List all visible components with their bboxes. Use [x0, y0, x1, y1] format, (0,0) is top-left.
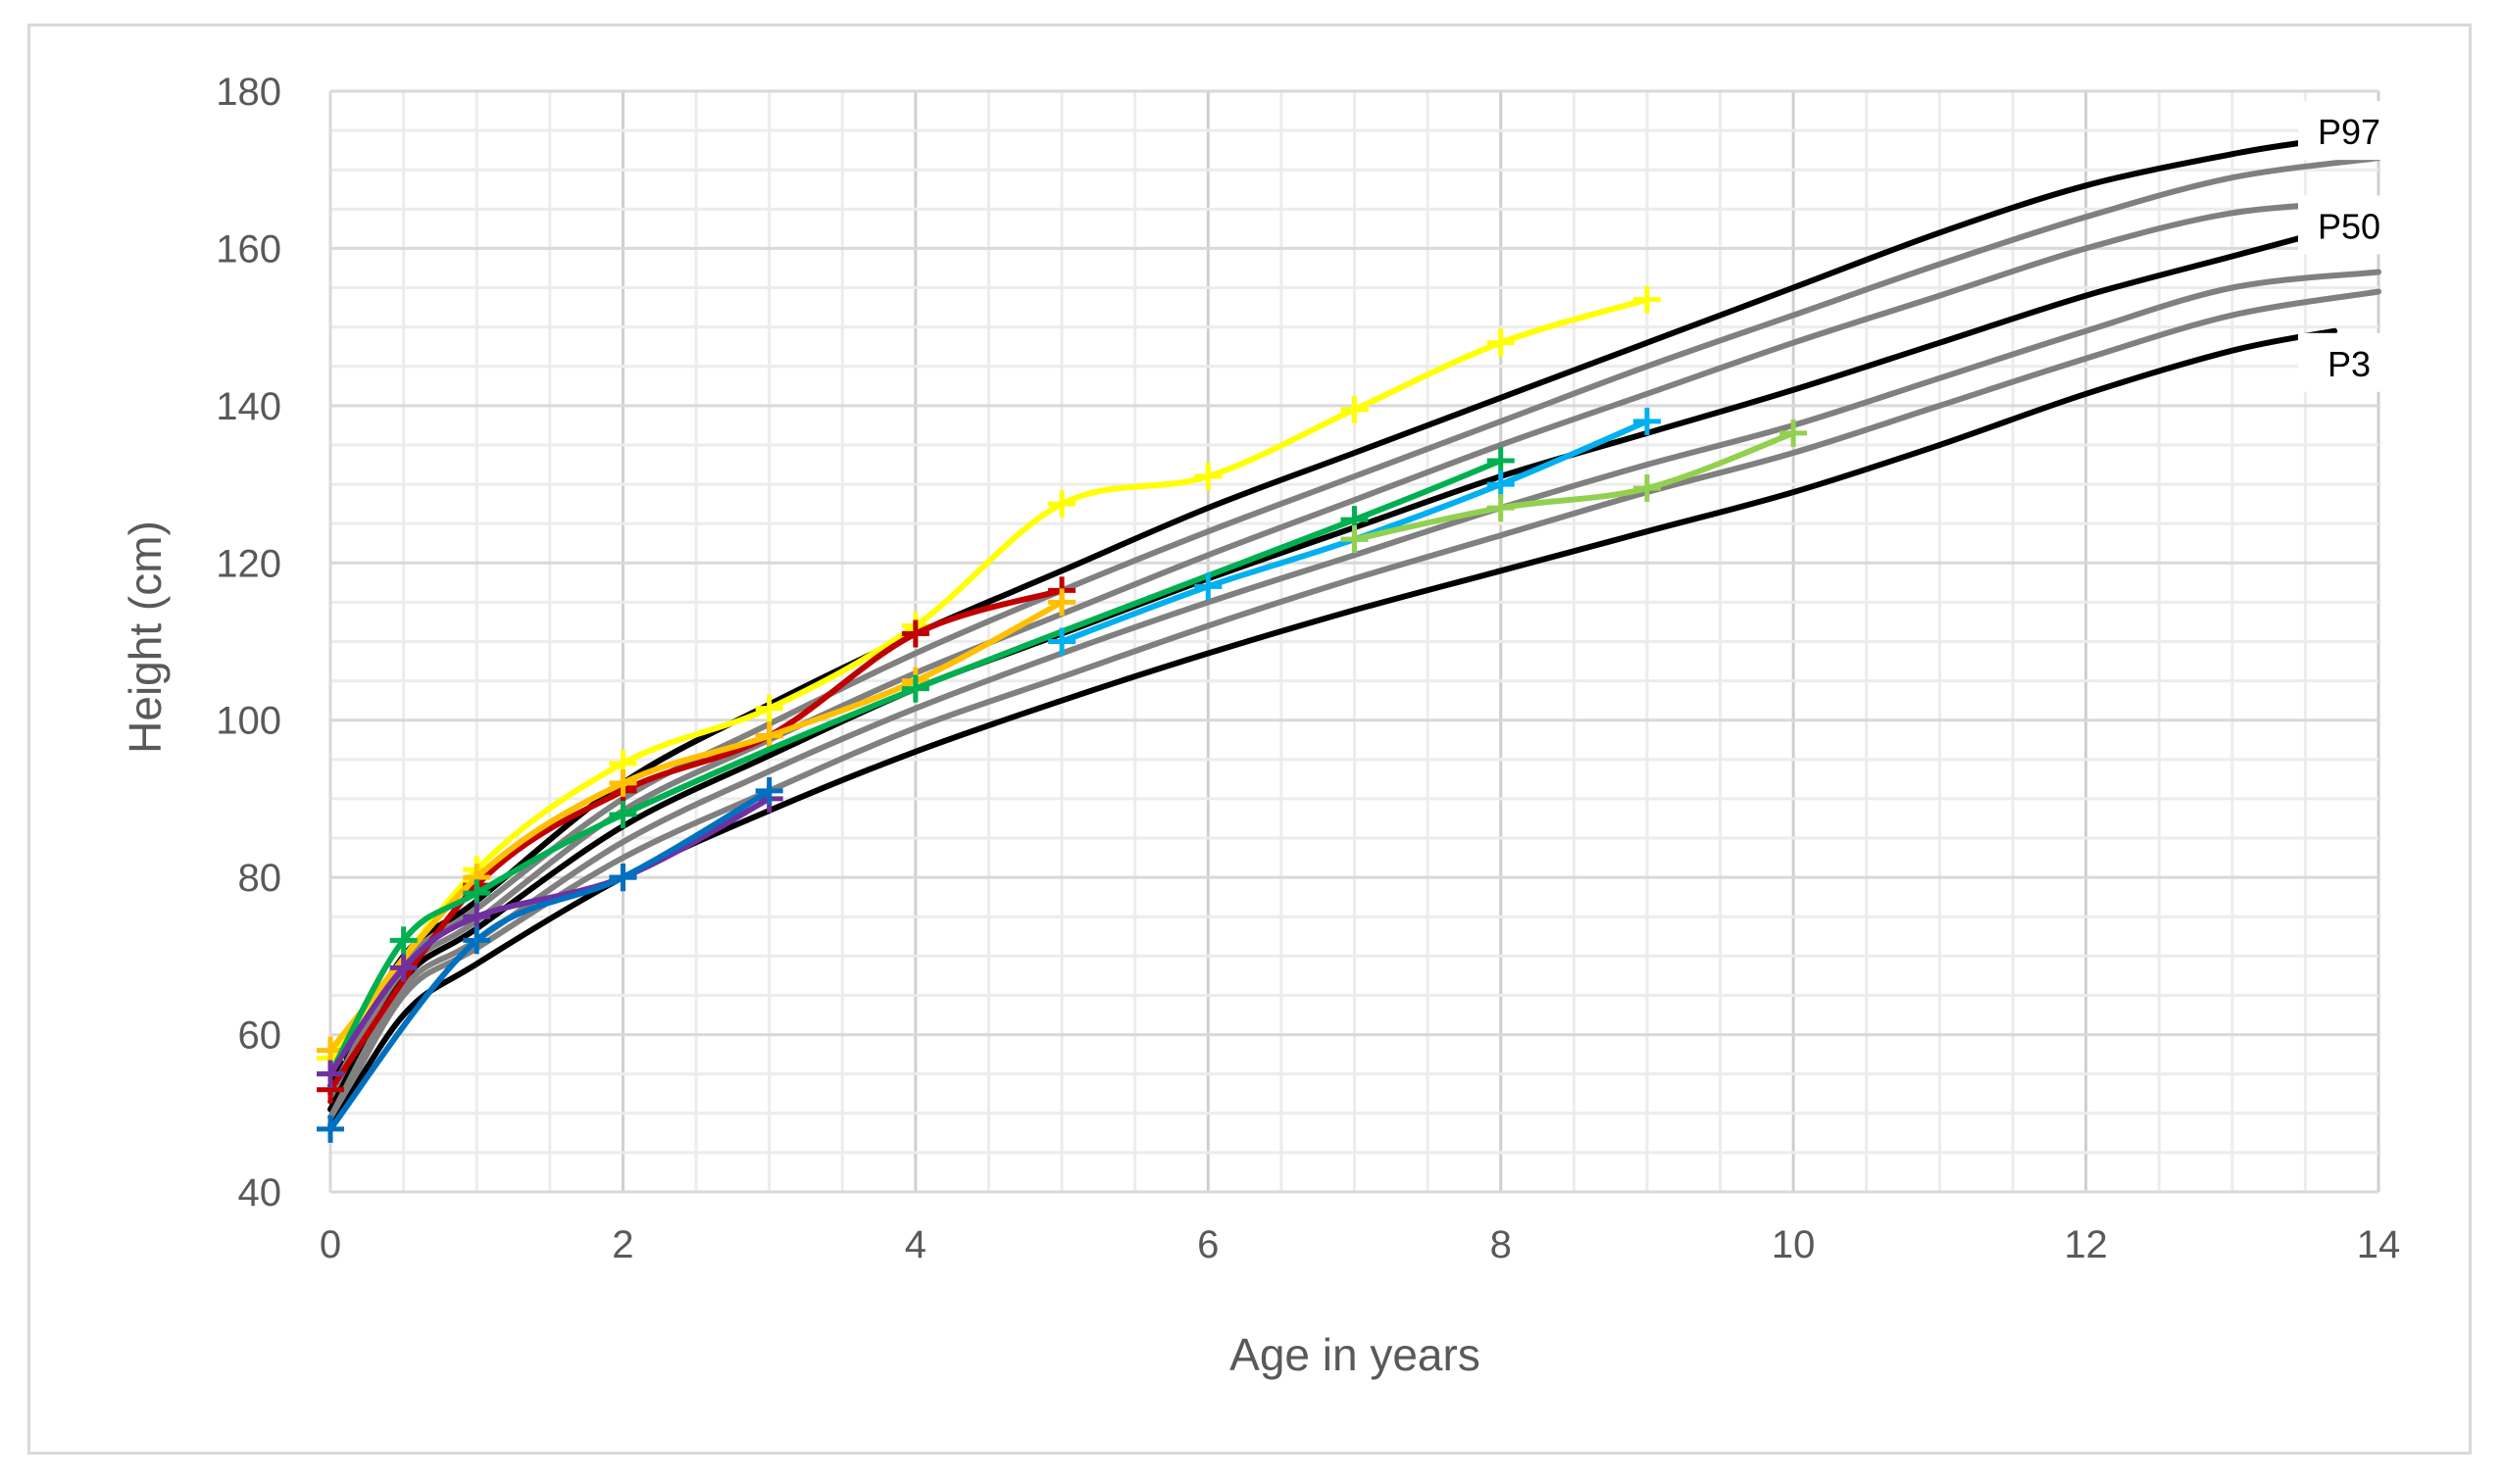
data-point-green [609, 800, 637, 828]
percentile-curve-p25 [327, 269, 2381, 1120]
data-point-blue [609, 864, 637, 892]
data-point-blue [463, 926, 491, 955]
data-point-orange [755, 721, 783, 750]
percentile-label: P97 [2318, 112, 2380, 152]
y-tick-label: 100 [216, 700, 281, 743]
data-point-green [1486, 447, 1515, 475]
data-point-light-blue [1194, 572, 1223, 601]
x-tick-label: 14 [2357, 1223, 2401, 1266]
data-point-red [901, 619, 929, 648]
data-point-purple [317, 1060, 344, 1088]
x-tick-label: 12 [2064, 1223, 2108, 1266]
y-tick-label: 180 [216, 71, 281, 114]
data-point-light-blue [1048, 627, 1076, 656]
data-point-yellow [755, 694, 783, 722]
percentile-curve-p50 [327, 233, 2309, 1113]
x-tick-label: 2 [612, 1223, 633, 1266]
data-point-purple [463, 903, 491, 931]
chart-grid [328, 89, 2380, 1194]
series-line-orange [327, 599, 1066, 1054]
chart-axes: 0 2 4 6 8 10 12 14 40 60 80 100 120 140 160 180 [216, 71, 2400, 1266]
series-line-purple [327, 795, 773, 1077]
y-tick-label: 80 [238, 857, 282, 900]
percentile-curve-p97 [327, 139, 2309, 1089]
data-point-light-blue [1486, 470, 1515, 499]
percentile-curve-p3 [327, 327, 2338, 1132]
data-point-green [463, 879, 491, 908]
percentile-curve-p10 [327, 288, 2381, 1128]
data-point-green [901, 674, 929, 703]
x-tick-label: 10 [1772, 1223, 1816, 1266]
chart-frame [27, 24, 2472, 1455]
x-tick-label: 0 [320, 1223, 341, 1266]
patient-series [317, 285, 1808, 1143]
data-point-blue [317, 1114, 344, 1143]
x-axis-title: Age in years [1229, 1329, 1480, 1380]
chart-labels: P97 P50 P3 [2298, 101, 2406, 392]
y-axis-title: Height (cm) [120, 520, 171, 754]
percentile-curve-p75 [327, 198, 2381, 1105]
data-point-yellow [1632, 285, 1661, 314]
data-point-yellow [1486, 328, 1515, 357]
y-tick-label: 60 [238, 1014, 282, 1058]
data-point-yellow [1194, 463, 1223, 491]
y-tick-label: 120 [216, 542, 281, 585]
series-line-light-green [1351, 429, 1797, 543]
x-tick-label: 4 [905, 1223, 926, 1266]
x-tick-label: 6 [1197, 1223, 1219, 1266]
percentile-label: P50 [2318, 206, 2380, 246]
percentile-curve-p90 [327, 155, 2381, 1097]
data-point-orange [1048, 588, 1076, 617]
data-point-yellow [1048, 490, 1076, 519]
y-tick-label: 160 [216, 227, 281, 271]
series-line-blue [327, 787, 773, 1132]
series-line-green [327, 458, 1504, 1077]
percentile-label-box [2298, 332, 2406, 392]
y-tick-label: 40 [238, 1171, 282, 1214]
data-point-light-green [1779, 419, 1808, 447]
data-point-orange [609, 768, 637, 797]
percentile-curves [327, 139, 2381, 1132]
data-point-green [389, 926, 418, 955]
y-tick-label: 140 [216, 385, 281, 428]
series-line-yellow [327, 296, 1650, 1062]
data-point-light-blue [1632, 407, 1661, 435]
percentile-label: P3 [2328, 344, 2371, 384]
x-tick-label: 8 [1490, 1223, 1512, 1266]
data-point-yellow [1340, 395, 1369, 423]
data-point-light-green [1340, 525, 1369, 554]
data-point-light-green [1486, 494, 1515, 522]
data-point-light-green [1632, 474, 1661, 503]
percentile-label-box [2298, 195, 2406, 255]
data-point-purple [389, 954, 418, 982]
percentile-label-box [2298, 101, 2406, 161]
data-point-blue [755, 776, 783, 805]
